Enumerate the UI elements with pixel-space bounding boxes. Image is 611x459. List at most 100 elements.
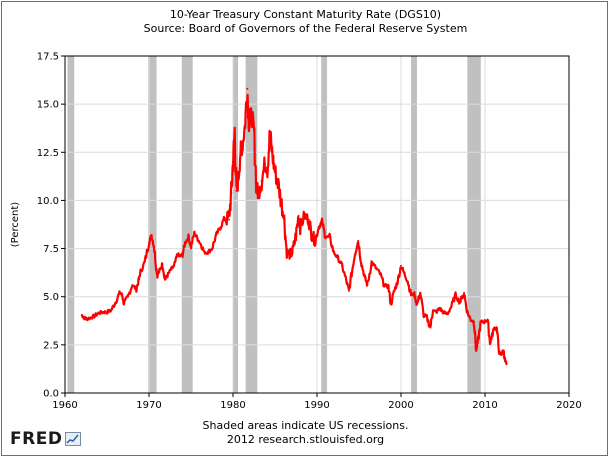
data-point	[235, 189, 238, 192]
recession-band	[67, 56, 75, 393]
data-point	[463, 291, 465, 294]
data-point	[297, 214, 300, 217]
data-point	[400, 264, 402, 267]
y-tick-label: 5.0	[43, 292, 59, 303]
data-point	[260, 180, 263, 183]
recession-band	[467, 56, 481, 393]
data-point	[438, 307, 441, 310]
data-point	[203, 251, 206, 254]
data-point	[422, 314, 425, 317]
data-point	[118, 291, 121, 294]
data-point	[227, 218, 230, 221]
x-tick-label: 1990	[304, 400, 329, 411]
data-point	[469, 318, 472, 321]
data-point	[137, 278, 140, 281]
data-point	[153, 245, 156, 248]
recession-band	[148, 56, 157, 393]
data-point	[419, 291, 422, 294]
data-point	[219, 226, 222, 229]
data-point	[139, 270, 142, 273]
data-point	[135, 288, 138, 291]
data-point	[283, 218, 286, 221]
data-point	[158, 268, 161, 271]
data-point	[85, 317, 88, 320]
x-tick-label: 2000	[388, 400, 413, 411]
recession-note: Shaded areas indicate US recessions.	[202, 419, 409, 432]
data-point	[504, 360, 507, 363]
y-tick-label: 0.0	[43, 389, 59, 400]
data-point	[458, 301, 461, 304]
data-point	[479, 320, 482, 323]
data-point	[83, 316, 86, 319]
data-point	[232, 160, 234, 163]
data-point	[166, 274, 169, 277]
data-point	[307, 218, 310, 221]
data-point	[80, 314, 83, 317]
data-point	[473, 320, 476, 323]
data-point	[299, 226, 302, 229]
data-point	[450, 305, 453, 308]
data-point	[387, 286, 390, 289]
data-point	[239, 149, 242, 152]
data-point	[413, 293, 416, 296]
data-point	[360, 262, 363, 265]
data-point	[241, 145, 244, 148]
data-point	[442, 311, 444, 314]
recession-band	[411, 56, 417, 393]
data-point	[389, 303, 392, 306]
data-point	[410, 293, 413, 296]
data-point	[196, 237, 199, 240]
data-point	[268, 132, 271, 135]
data-point	[493, 326, 496, 329]
data-point	[353, 253, 356, 256]
recession-bands	[67, 56, 481, 393]
data-point	[425, 314, 428, 317]
data-point	[345, 280, 348, 283]
data-point	[155, 268, 158, 271]
data-point	[89, 316, 92, 319]
data-point	[477, 338, 480, 341]
data-point	[211, 247, 213, 250]
y-tick-label: 15.0	[37, 100, 59, 111]
data-point	[184, 241, 187, 244]
data-point	[495, 328, 498, 331]
data-point	[285, 251, 288, 254]
data-point	[466, 311, 469, 314]
data-point	[446, 313, 449, 316]
data-point	[431, 309, 434, 312]
data-point	[277, 184, 280, 187]
data-point	[403, 272, 406, 275]
data-point	[489, 341, 492, 344]
data-point	[93, 314, 96, 317]
data-point	[106, 311, 108, 314]
data-point	[187, 236, 190, 239]
data-point	[475, 349, 478, 352]
data-point	[163, 278, 166, 281]
data-point	[324, 236, 327, 239]
y-tick-label: 2.5	[43, 340, 59, 351]
data-point	[406, 280, 409, 283]
data-point	[499, 353, 502, 356]
data-point	[435, 311, 438, 314]
data-point	[291, 251, 294, 254]
data-point	[337, 257, 339, 260]
y-tick-label: 17.5	[37, 52, 59, 63]
data-point	[169, 268, 172, 271]
credit-text: 2012 research.stlouisfed.org	[226, 433, 385, 446]
data-point	[274, 170, 276, 173]
x-tick-label: 2010	[472, 400, 497, 411]
x-tick-label: 2020	[556, 400, 581, 411]
data-point	[181, 253, 184, 256]
data-point	[374, 266, 377, 269]
data-point	[366, 284, 369, 287]
data-point	[131, 284, 134, 287]
data-point	[303, 214, 306, 217]
data-point	[176, 253, 179, 256]
recession-band	[181, 56, 193, 393]
data-point	[332, 251, 335, 254]
data-point	[114, 301, 117, 304]
data-point	[363, 276, 366, 279]
y-tick-label: 7.5	[43, 244, 59, 255]
data-point	[357, 239, 360, 242]
data-point	[247, 122, 250, 125]
